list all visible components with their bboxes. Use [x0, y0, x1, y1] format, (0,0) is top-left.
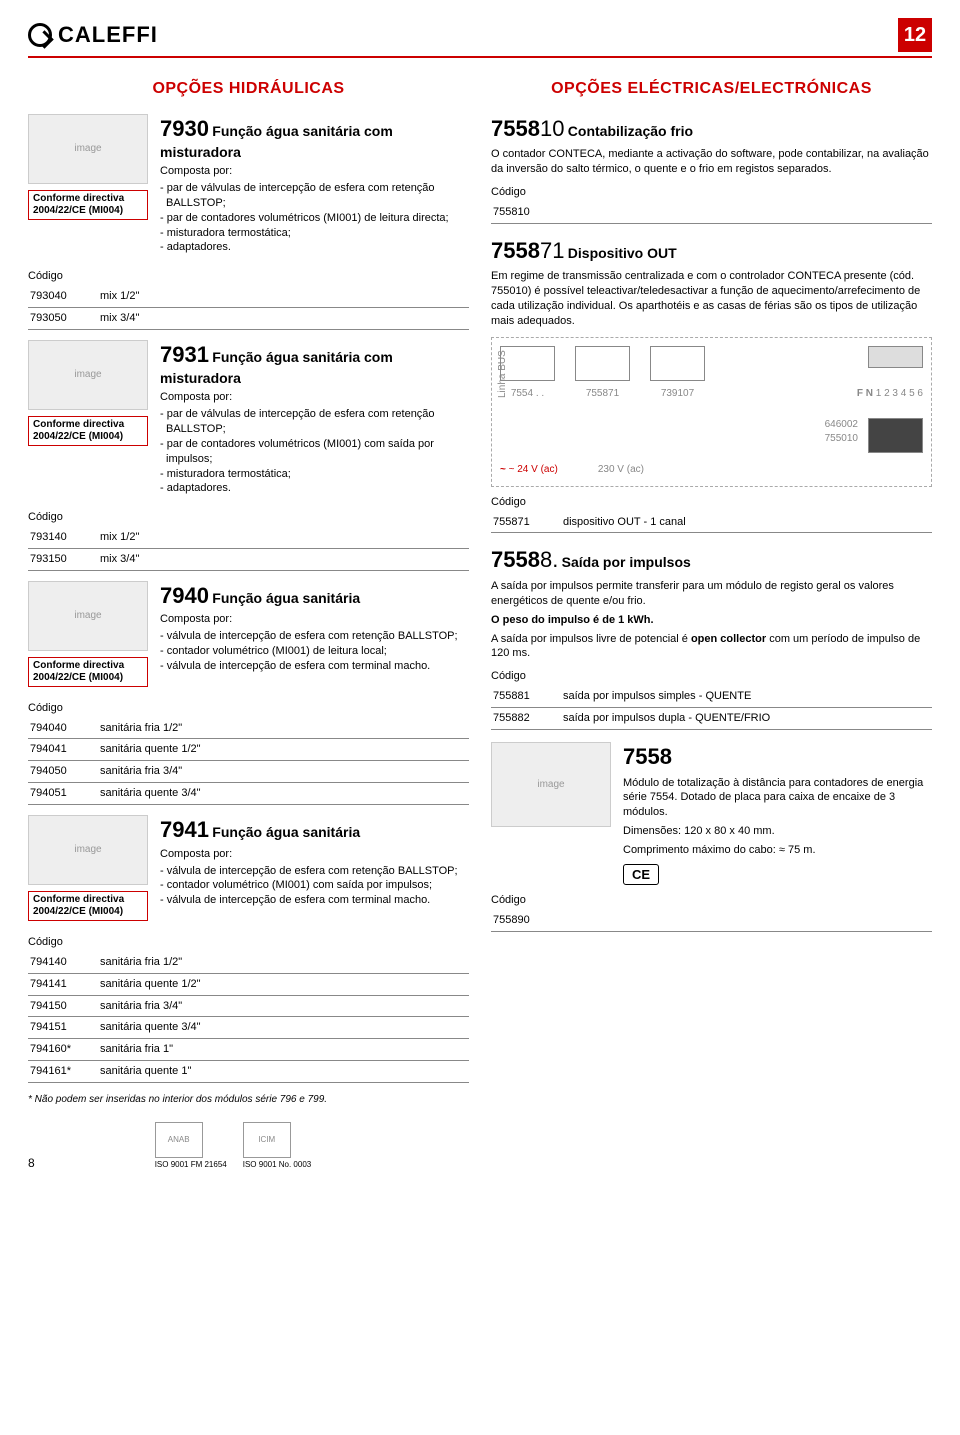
table-row: 794150sanitária fria 3/4": [28, 995, 469, 1017]
page-footer: 8 ANAB ISO 9001 FM 21654 ICIM ISO 9001 N…: [28, 1122, 932, 1171]
product-code: 7931: [160, 342, 209, 367]
product-755871: 755871 Dispositivo OUT Em regime de tran…: [491, 236, 932, 534]
left-title: OPÇÕES HIDRÁULICAS: [28, 78, 469, 100]
product-label: Contabilização frio: [568, 123, 693, 139]
product-code: 755810: [491, 116, 564, 141]
logo-mark-icon: [28, 23, 52, 47]
table-row: 793150mix 3/4": [28, 548, 469, 570]
directive-badge: Conforme directiva2004/22/CE (MI004): [28, 891, 148, 921]
product-image-7940: image: [28, 581, 148, 651]
product-para: A saída por impulsos livre de potencial …: [491, 632, 932, 662]
footer-page-number: 8: [28, 1155, 35, 1171]
product-para-bold: O peso do impulso é de 1 kWh.: [491, 613, 932, 628]
codigo-label: Código: [491, 495, 932, 510]
ce-mark-icon: CE: [623, 864, 659, 886]
codigo-label: Código: [491, 185, 932, 200]
right-title: OPÇÕES ELÉCTRICAS/ELECTRÓNICAS: [491, 78, 932, 100]
product-755810: 755810 Contabilização frio O contador CO…: [491, 114, 932, 224]
product-para: O contador CONTECA, mediante a activação…: [491, 147, 932, 177]
codigo-label: Código: [28, 269, 469, 284]
product-image-7941: image: [28, 815, 148, 885]
product-code: 7941: [160, 817, 209, 842]
product-label: Saída por impulsos: [562, 554, 691, 570]
product-code: 75588.: [491, 547, 558, 572]
product-7930: image Conforme directiva2004/22/CE (MI00…: [28, 114, 469, 256]
product-label: Função água sanitária: [212, 824, 360, 840]
table-row: 794141sanitária quente 1/2": [28, 973, 469, 995]
table-row: 755882saída por impulsos dupla - QUENTE/…: [491, 708, 932, 730]
product-desc: Composta por: - válvula de intercepção d…: [160, 612, 469, 673]
codes-7558: 755890: [491, 910, 932, 932]
product-label: Função água sanitária: [212, 590, 360, 606]
product-desc: Composta por: - par de válvulas de inter…: [160, 164, 469, 255]
table-row: 755810: [491, 202, 932, 223]
module-image: image: [491, 742, 611, 827]
codes-7941: 794140sanitária fria 1/2" 794141sanitári…: [28, 952, 469, 1083]
product-image-7930: image: [28, 114, 148, 184]
product-7941: image Conforme directiva2004/22/CE (MI00…: [28, 815, 469, 921]
codes-755810: 755810: [491, 202, 932, 224]
product-code: 7930: [160, 116, 209, 141]
product-7558-module: image 7558 Módulo de totalização à distâ…: [491, 742, 932, 885]
product-desc: Composta por: - par de válvulas de inter…: [160, 390, 469, 496]
table-row: 794151sanitária quente 3/4": [28, 1017, 469, 1039]
brand-logo: CALEFFI: [28, 20, 158, 50]
codigo-label: Código: [28, 701, 469, 716]
directive-badge: Conforme directiva2004/22/CE (MI004): [28, 416, 148, 446]
cert-logo-icon: ANAB: [155, 1122, 203, 1158]
codigo-label: Código: [491, 893, 932, 908]
codes-7931: 793140mix 1/2" 793150mix 3/4": [28, 527, 469, 571]
directive-badge: Conforme directiva2004/22/CE (MI004): [28, 190, 148, 220]
table-row: 755871dispositivo OUT - 1 canal: [491, 512, 932, 533]
table-row: 794140sanitária fria 1/2": [28, 952, 469, 973]
directive-badge: Conforme directiva2004/22/CE (MI004): [28, 657, 148, 687]
page-number-badge: 12: [898, 18, 932, 52]
table-row: 793050mix 3/4": [28, 307, 469, 329]
table-row: 755890: [491, 910, 932, 931]
table-row: 794041sanitária quente 1/2": [28, 739, 469, 761]
table-row: 794051sanitária quente 3/4": [28, 783, 469, 805]
cert-caption: ISO 9001 No. 0003: [243, 1160, 312, 1171]
codigo-label: Código: [28, 935, 469, 950]
table-row: 794050sanitária fria 3/4": [28, 761, 469, 783]
footnote-7941: * Não podem ser inseridas no interior do…: [28, 1093, 469, 1107]
table-row: 794160*sanitária fria 1": [28, 1039, 469, 1061]
product-para: Em regime de transmissão centralizada e …: [491, 269, 932, 328]
cert-logo-icon: ICIM: [243, 1122, 291, 1158]
product-image-7931: image: [28, 340, 148, 410]
table-row: 794161*sanitária quente 1": [28, 1061, 469, 1083]
product-code: 755871: [491, 238, 564, 263]
cert-caption: ISO 9001 FM 21654: [155, 1160, 227, 1171]
codigo-label: Código: [28, 510, 469, 525]
codigo-label: Código: [491, 669, 932, 684]
product-7931: image Conforme directiva2004/22/CE (MI00…: [28, 340, 469, 496]
table-row: 793040mix 1/2": [28, 286, 469, 307]
product-label: Dispositivo OUT: [568, 245, 677, 261]
product-7940: image Conforme directiva2004/22/CE (MI00…: [28, 581, 469, 687]
wiring-diagram: 7554 . . 755871 739107 F N 1 2 3 4 5 6 L…: [491, 337, 932, 487]
product-75588: 75588. Saída por impulsos A saída por im…: [491, 545, 932, 729]
module-dim: Dimensões: 120 x 80 x 40 mm.: [623, 824, 932, 839]
table-row: 793140mix 1/2": [28, 527, 469, 548]
page-header: CALEFFI 12: [28, 18, 932, 58]
module-desc: Módulo de totalização à distância para c…: [623, 776, 932, 821]
codes-7930: 793040mix 1/2" 793050mix 3/4": [28, 286, 469, 330]
codes-75588: 755881saída por impulsos simples - QUENT…: [491, 686, 932, 730]
brand-name: CALEFFI: [58, 20, 158, 50]
table-row: 755881saída por impulsos simples - QUENT…: [491, 686, 932, 707]
table-row: 794040sanitária fria 1/2": [28, 718, 469, 739]
product-para: A saída por impulsos permite transferir …: [491, 579, 932, 609]
product-code: 7940: [160, 583, 209, 608]
right-column: OPÇÕES ELÉCTRICAS/ELECTRÓNICAS 755810 Co…: [491, 72, 932, 1106]
product-code: 7558: [623, 744, 672, 769]
codes-7940: 794040sanitária fria 1/2" 794041sanitári…: [28, 718, 469, 805]
main-columns: OPÇÕES HIDRÁULICAS image Conforme direct…: [28, 72, 932, 1106]
product-desc: Composta por: - válvula de intercepção d…: [160, 847, 469, 908]
codes-755871: 755871dispositivo OUT - 1 canal: [491, 512, 932, 534]
left-column: OPÇÕES HIDRÁULICAS image Conforme direct…: [28, 72, 469, 1106]
module-len: Comprimento máximo do cabo: ≈ 75 m.: [623, 843, 932, 858]
